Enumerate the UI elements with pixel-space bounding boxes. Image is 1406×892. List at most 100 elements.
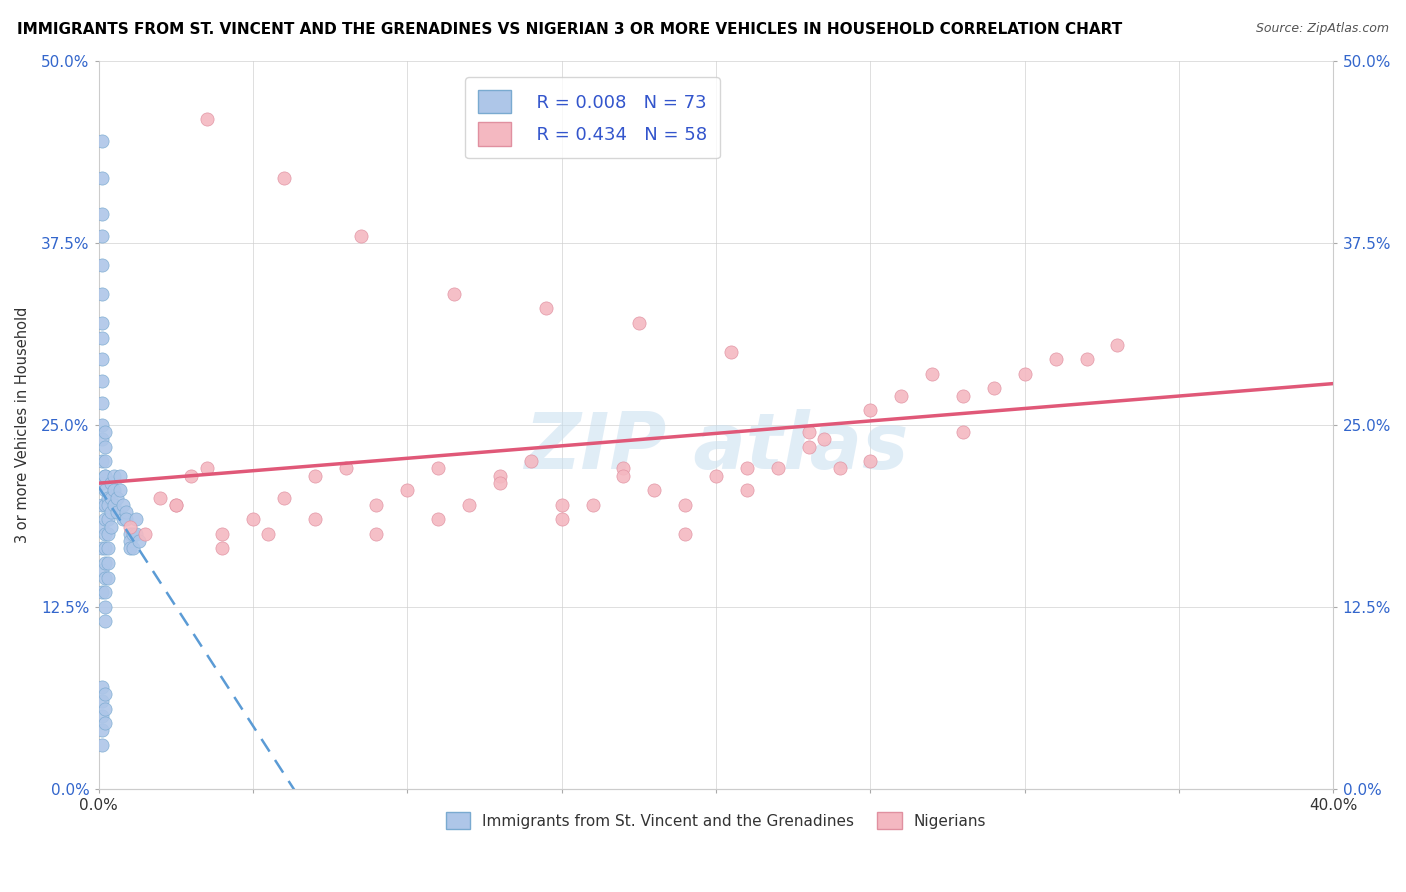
Point <box>90 541 112 556</box>
Point <box>94 454 117 468</box>
Point <box>90 396 112 410</box>
Point <box>115 512 138 526</box>
Point <box>103 468 125 483</box>
Point <box>366 498 388 512</box>
Point <box>612 468 634 483</box>
Point <box>90 258 112 272</box>
Point <box>100 505 122 519</box>
Point <box>94 483 117 498</box>
Point <box>90 286 112 301</box>
Point <box>121 541 143 556</box>
Point <box>90 433 112 447</box>
Point <box>125 527 148 541</box>
Point <box>90 738 112 752</box>
Point <box>536 301 558 316</box>
Point <box>90 498 112 512</box>
Point <box>180 468 202 483</box>
Point <box>720 345 742 359</box>
Point <box>134 527 156 541</box>
Point <box>112 512 135 526</box>
Point <box>90 708 112 723</box>
Point <box>100 476 122 491</box>
Point <box>90 723 112 738</box>
Point <box>94 556 117 570</box>
Point <box>94 614 117 628</box>
Point <box>427 461 450 475</box>
Point <box>94 541 117 556</box>
Point <box>952 389 974 403</box>
Point <box>100 491 122 505</box>
Point <box>94 571 117 585</box>
Point <box>350 228 373 243</box>
Point <box>94 440 117 454</box>
Point <box>813 433 835 447</box>
Point <box>90 519 112 533</box>
Point <box>90 134 112 148</box>
Point <box>97 527 120 541</box>
Y-axis label: 3 or more Vehicles in Household: 3 or more Vehicles in Household <box>15 307 30 543</box>
Point <box>90 207 112 221</box>
Point <box>90 316 112 330</box>
Point <box>242 512 264 526</box>
Point <box>125 512 148 526</box>
Point <box>94 701 117 715</box>
Point <box>97 541 120 556</box>
Point <box>673 498 696 512</box>
Point <box>165 498 187 512</box>
Point <box>551 498 574 512</box>
Point <box>110 468 132 483</box>
Legend: Immigrants from St. Vincent and the Grenadines, Nigerians: Immigrants from St. Vincent and the Gren… <box>440 805 993 836</box>
Point <box>105 505 128 519</box>
Point <box>1045 352 1067 367</box>
Point <box>859 403 882 417</box>
Point <box>90 228 112 243</box>
Point <box>443 286 465 301</box>
Point <box>983 381 1005 395</box>
Point <box>90 330 112 344</box>
Point <box>797 425 820 439</box>
Point <box>112 498 135 512</box>
Point <box>273 170 295 185</box>
Point <box>195 461 218 475</box>
Point <box>90 374 112 388</box>
Text: Source: ZipAtlas.com: Source: ZipAtlas.com <box>1256 22 1389 36</box>
Point <box>94 468 117 483</box>
Text: ZIP atlas: ZIP atlas <box>524 409 908 484</box>
Point <box>94 527 117 541</box>
Point <box>211 541 233 556</box>
Point <box>94 512 117 526</box>
Point <box>273 491 295 505</box>
Point <box>257 527 280 541</box>
Point <box>90 352 112 367</box>
Point <box>704 468 727 483</box>
Point <box>90 680 112 694</box>
Point <box>118 527 141 541</box>
Point <box>105 491 128 505</box>
Point <box>890 389 912 403</box>
Point <box>859 454 882 468</box>
Point <box>489 476 512 491</box>
Point <box>94 599 117 614</box>
Point <box>115 505 138 519</box>
Point <box>1076 352 1098 367</box>
Point <box>94 687 117 701</box>
Point <box>612 461 634 475</box>
Point <box>100 519 122 533</box>
Point <box>427 512 450 526</box>
Point <box>520 454 543 468</box>
Point <box>673 527 696 541</box>
Point <box>952 425 974 439</box>
Point <box>458 498 481 512</box>
Point <box>304 512 326 526</box>
Point <box>97 512 120 526</box>
Point <box>165 498 187 512</box>
Point <box>735 461 758 475</box>
Point <box>366 527 388 541</box>
Point <box>128 534 150 549</box>
Point <box>335 461 357 475</box>
Point <box>581 498 603 512</box>
Point <box>97 491 120 505</box>
Point <box>90 417 112 432</box>
Point <box>90 694 112 708</box>
Point <box>90 170 112 185</box>
